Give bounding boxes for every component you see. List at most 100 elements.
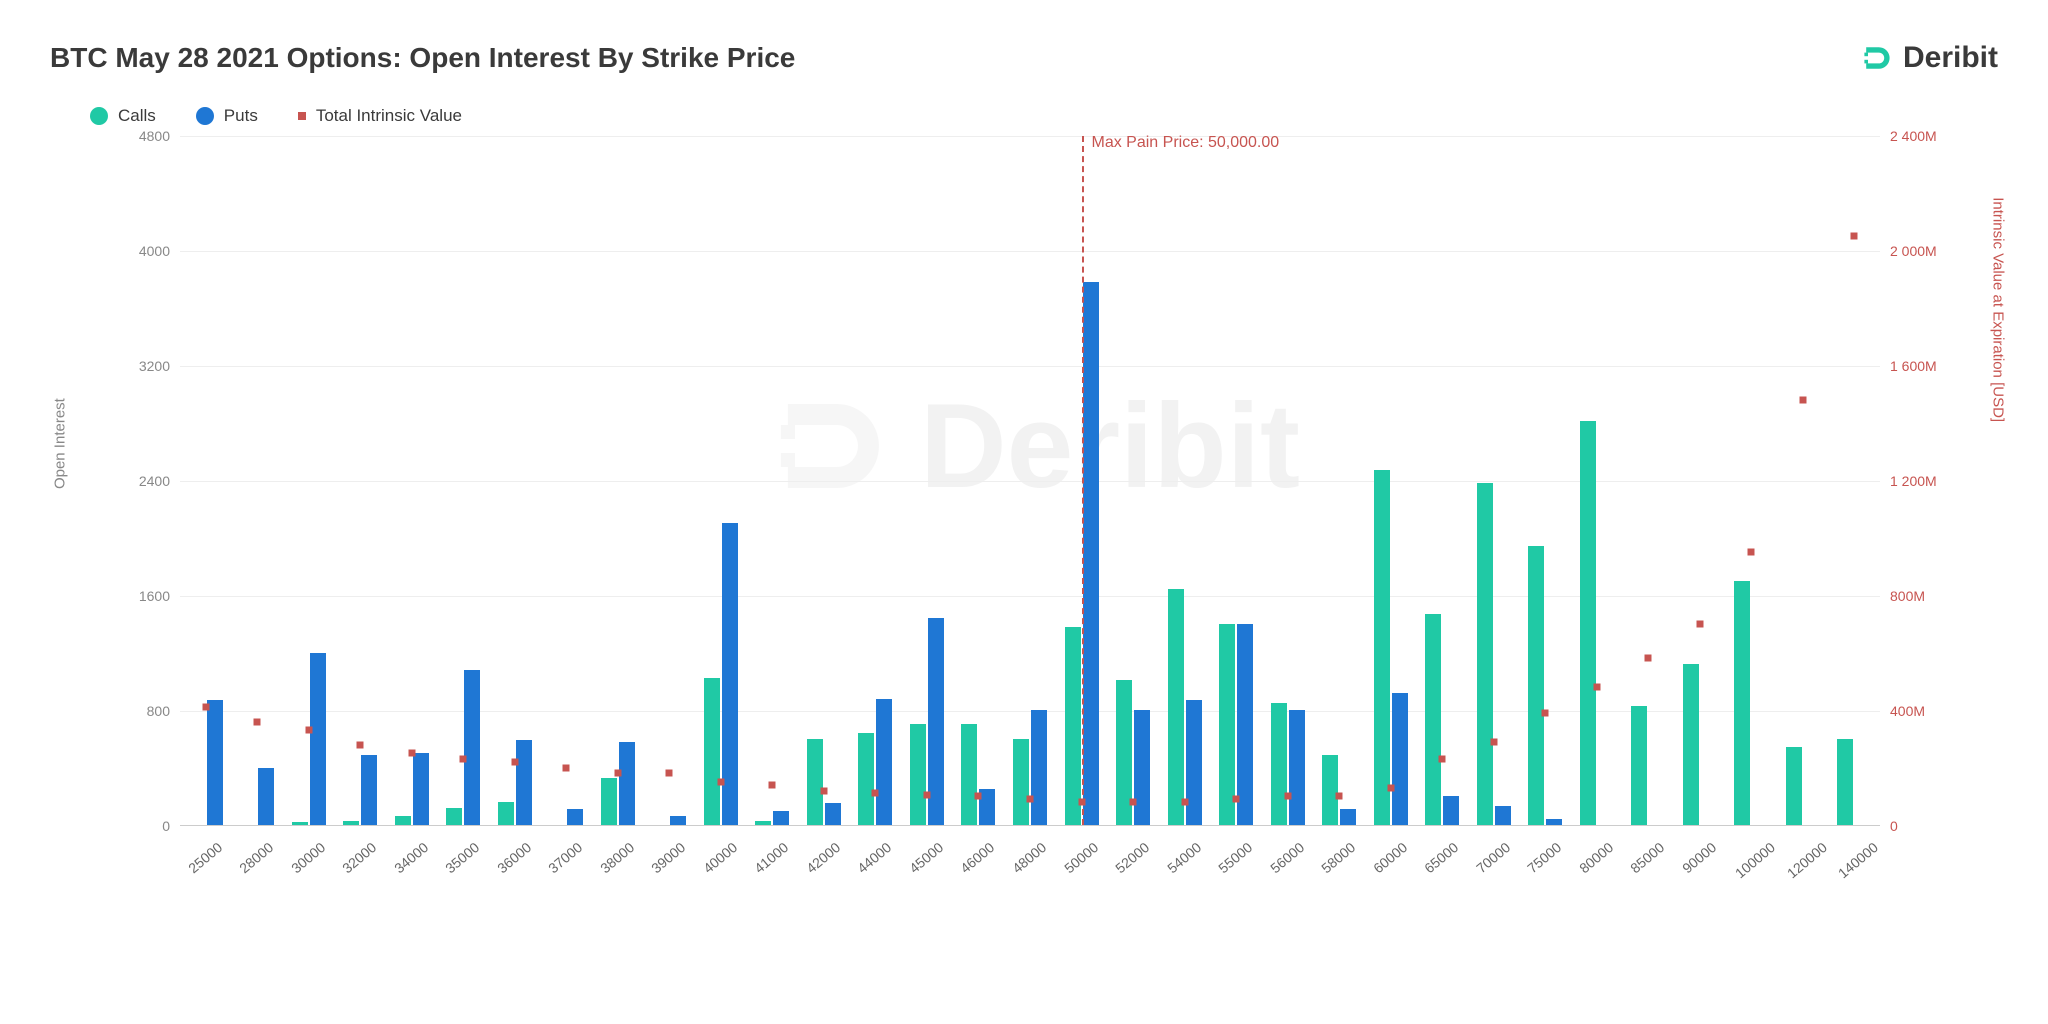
y-left-tick: 4800 xyxy=(120,128,170,144)
legend-calls-dot xyxy=(90,107,108,125)
intrinsic-marker xyxy=(666,770,673,777)
intrinsic-marker xyxy=(1593,684,1600,691)
bar-puts xyxy=(670,816,686,825)
y-left-label: Open Interest xyxy=(52,398,69,489)
brand-text: Deribit xyxy=(1903,41,1998,75)
y-right-tick: 2 000M xyxy=(1890,243,1960,259)
y-right-tick: 1 200M xyxy=(1890,473,1960,489)
bar-group xyxy=(1424,614,1460,825)
x-tick: 50000 xyxy=(1061,839,1101,876)
bar-calls xyxy=(1683,664,1699,825)
intrinsic-marker xyxy=(1748,548,1755,555)
x-tick: 85000 xyxy=(1627,839,1667,876)
x-tick: 100000 xyxy=(1732,839,1778,881)
bar-puts xyxy=(258,768,274,826)
x-tick: 48000 xyxy=(1009,839,1049,876)
bar-group xyxy=(497,740,533,825)
bar-puts xyxy=(1186,700,1202,825)
legend-calls-label: Calls xyxy=(118,106,156,126)
chart-header: BTC May 28 2021 Options: Open Interest B… xyxy=(50,40,1998,76)
bar-group xyxy=(342,755,378,825)
bar-calls xyxy=(446,808,462,825)
gridline xyxy=(180,136,1880,137)
bar-calls xyxy=(1168,589,1184,825)
deribit-icon xyxy=(1859,40,1895,76)
bar-puts xyxy=(464,670,480,825)
bar-calls xyxy=(1065,627,1081,825)
bar-group xyxy=(1167,589,1203,825)
y-right-tick: 0 xyxy=(1890,818,1960,834)
x-axis: 2500028000300003200034000350003600037000… xyxy=(180,831,1880,916)
bar-calls xyxy=(755,821,771,825)
bar-calls xyxy=(704,678,720,825)
chart-title: BTC May 28 2021 Options: Open Interest B… xyxy=(50,42,795,74)
bar-calls xyxy=(1631,706,1647,825)
x-tick: 60000 xyxy=(1370,839,1410,876)
x-tick: 41000 xyxy=(752,839,792,876)
x-tick: 55000 xyxy=(1215,839,1255,876)
intrinsic-marker xyxy=(254,718,261,725)
intrinsic-marker xyxy=(975,793,982,800)
gridline xyxy=(180,481,1880,482)
bar-puts xyxy=(1340,809,1356,825)
x-tick: 34000 xyxy=(391,839,431,876)
intrinsic-marker xyxy=(872,790,879,797)
y-left-tick: 1600 xyxy=(120,588,170,604)
x-tick: 38000 xyxy=(597,839,637,876)
bar-group xyxy=(1785,747,1821,825)
bar-puts xyxy=(1083,282,1099,825)
x-tick: 42000 xyxy=(803,839,843,876)
x-tick: 58000 xyxy=(1318,839,1358,876)
bar-calls xyxy=(1786,747,1802,825)
intrinsic-marker xyxy=(460,755,467,762)
bar-calls xyxy=(1528,546,1544,825)
bar-group xyxy=(1733,581,1769,825)
legend-intrinsic: Total Intrinsic Value xyxy=(298,106,462,126)
x-tick: 65000 xyxy=(1421,839,1461,876)
bar-calls xyxy=(858,733,874,825)
intrinsic-marker xyxy=(511,758,518,765)
bar-group xyxy=(960,724,996,825)
x-tick: 36000 xyxy=(494,839,534,876)
x-tick: 40000 xyxy=(700,839,740,876)
bar-group xyxy=(1321,755,1357,825)
bar-calls xyxy=(1580,421,1596,825)
bar-puts xyxy=(516,740,532,825)
bar-puts xyxy=(825,803,841,825)
chart-area: Open Interest 080016002400320040004800 D… xyxy=(50,136,1990,916)
bar-calls xyxy=(292,822,308,825)
bar-calls xyxy=(1477,483,1493,825)
intrinsic-marker xyxy=(614,770,621,777)
bar-puts xyxy=(1495,806,1511,825)
x-tick: 52000 xyxy=(1112,839,1152,876)
brand-logo: Deribit xyxy=(1859,40,1998,76)
bar-group xyxy=(1476,483,1512,825)
x-tick: 28000 xyxy=(236,839,276,876)
bar-group xyxy=(600,742,636,825)
max-pain-label: Max Pain Price: 50,000.00 xyxy=(1092,134,1280,152)
intrinsic-marker xyxy=(1490,738,1497,745)
legend-puts: Puts xyxy=(196,106,258,126)
y-axis-right: 0400M800M1 200M1 600M2 000M2 400M xyxy=(1890,136,1960,826)
x-tick: 35000 xyxy=(442,839,482,876)
bar-group xyxy=(754,811,790,825)
bar-group xyxy=(806,739,842,825)
intrinsic-marker xyxy=(1181,799,1188,806)
bar-calls xyxy=(498,802,514,825)
bar-calls xyxy=(1271,703,1287,825)
bar-puts xyxy=(1546,819,1562,825)
intrinsic-marker xyxy=(820,787,827,794)
bar-group xyxy=(394,753,430,825)
gridline xyxy=(180,251,1880,252)
y-left-tick: 4000 xyxy=(120,243,170,259)
bar-puts xyxy=(567,809,583,825)
y-axis-left: 080016002400320040004800 xyxy=(120,136,170,826)
intrinsic-marker xyxy=(1645,655,1652,662)
intrinsic-marker xyxy=(202,704,209,711)
bar-calls xyxy=(1322,755,1338,825)
bar-group xyxy=(1270,703,1306,825)
legend-puts-label: Puts xyxy=(224,106,258,126)
intrinsic-marker xyxy=(1233,796,1240,803)
x-tick: 46000 xyxy=(958,839,998,876)
bar-puts xyxy=(1289,710,1305,825)
